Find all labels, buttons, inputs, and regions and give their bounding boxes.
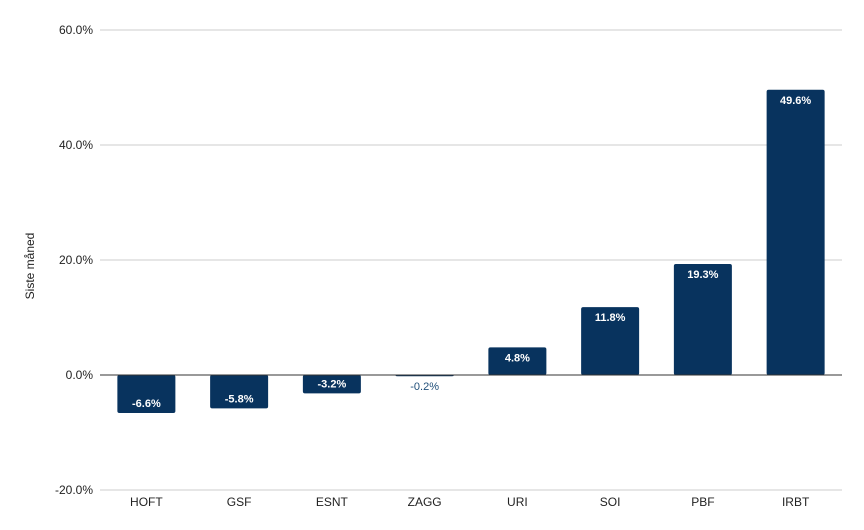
data-label: 4.8% (505, 352, 530, 364)
bar-irbt (766, 89, 825, 376)
bars (117, 89, 825, 413)
data-label: -3.2% (318, 378, 347, 390)
data-label: 49.6% (780, 95, 811, 107)
x-category-label: GSF (227, 495, 252, 509)
data-label: -5.8% (225, 393, 254, 405)
y-axis-ticks: -20.0% 0.0% 20.0% 40.0% 60.0% (55, 23, 93, 497)
bar-pbf (673, 264, 732, 375)
bar-soi (581, 307, 640, 375)
x-category-label: PBF (691, 495, 714, 509)
y-tick-label: 0.0% (66, 368, 94, 382)
bar-gsf (210, 375, 269, 409)
y-tick-label: 20.0% (59, 253, 93, 267)
x-category-label: ESNT (316, 495, 349, 509)
y-tick-label: 60.0% (59, 23, 93, 37)
y-tick-label: 40.0% (59, 138, 93, 152)
data-label: 11.8% (595, 312, 626, 324)
y-tick-label: -20.0% (55, 483, 93, 497)
x-category-label: URI (507, 495, 528, 509)
bar-uri (488, 347, 547, 375)
data-label: -6.6% (132, 398, 161, 410)
data-labels: -6.6% -5.8% -3.2% -0.2% 4.8% 11.8% 19.3% 49.6% (132, 95, 811, 410)
bar-esnt (302, 375, 361, 394)
data-label: -0.2% (410, 381, 439, 393)
x-axis-categories: HOFT GSF ESNT ZAGG URI SOI PBF IRBT (130, 495, 810, 509)
data-label: 19.3% (687, 269, 718, 281)
x-category-label: ZAGG (408, 495, 442, 509)
gridlines (100, 29, 842, 491)
y-axis-title: Siste måned (23, 233, 37, 300)
x-category-label: SOI (600, 495, 621, 509)
x-category-label: IRBT (782, 495, 810, 509)
x-category-label: HOFT (130, 495, 163, 509)
bar-hoft (117, 375, 176, 413)
